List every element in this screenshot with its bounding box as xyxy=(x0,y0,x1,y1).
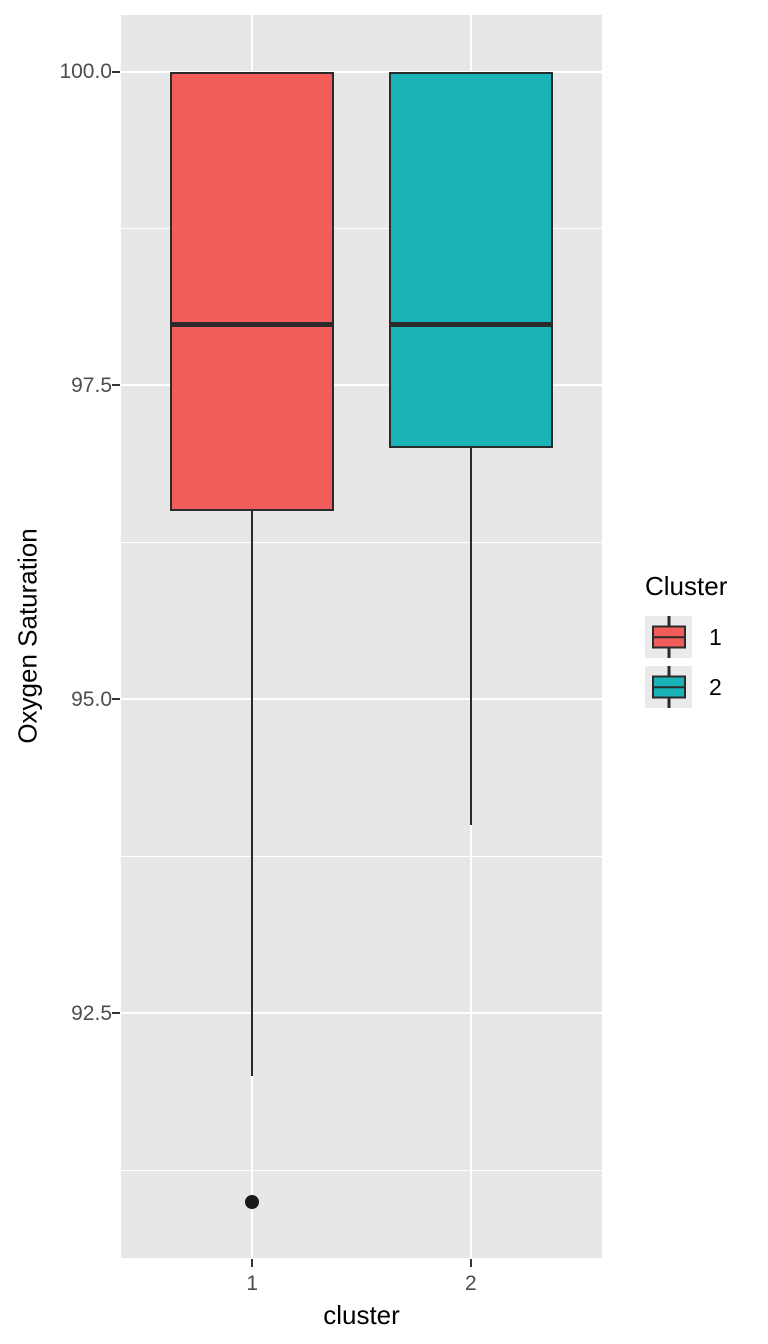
box-cluster-1 xyxy=(170,71,335,511)
legend-key-boxplot-glyph-cluster-1 xyxy=(645,616,692,658)
gridline-major xyxy=(121,70,602,73)
gridline-minor xyxy=(121,541,602,543)
plot-panel xyxy=(121,15,602,1258)
gridline-minor xyxy=(121,227,602,229)
y-axis-tick-label: 97.5 xyxy=(71,373,112,397)
legend-title: Cluster xyxy=(645,571,728,601)
outlier-point-cluster-1 xyxy=(245,1194,260,1209)
gridline-minor xyxy=(121,1169,602,1171)
y-axis-tick xyxy=(112,70,120,73)
legend-key-boxplot-glyph-cluster-2 xyxy=(645,666,692,708)
y-axis-tick xyxy=(112,1012,120,1015)
x-axis-title: cluster xyxy=(323,1300,400,1330)
legend-glyph-median-line xyxy=(653,685,684,689)
y-axis-title: Oxygen Saturation xyxy=(12,528,43,744)
gridline-major xyxy=(121,384,602,387)
x-axis-tick-label: 1 xyxy=(246,1272,259,1295)
legend-label: 1 xyxy=(709,623,722,650)
legend-entry-cluster-2: 2 xyxy=(645,666,727,708)
legend: Cluster 1 2 xyxy=(645,571,727,716)
x-axis-tick xyxy=(251,1259,254,1267)
y-axis-tick-label: 95.0 xyxy=(71,687,112,711)
y-axis-tick-label: 100.0 xyxy=(59,60,112,83)
gridline-minor xyxy=(121,855,602,857)
box-cluster-2 xyxy=(388,71,553,449)
x-axis-tick xyxy=(469,1259,472,1267)
gridline-major xyxy=(121,1012,602,1015)
legend-label: 2 xyxy=(709,673,722,700)
y-axis-tick-label: 92.5 xyxy=(71,1001,112,1025)
legend-glyph-box xyxy=(651,625,686,649)
legend-entry-cluster-1: 1 xyxy=(645,616,727,658)
gridline-major xyxy=(121,698,602,701)
whisker-lower-cluster-1 xyxy=(250,510,254,1076)
median-line-cluster-2 xyxy=(390,322,551,327)
x-axis-tick-label: 2 xyxy=(464,1272,477,1295)
y-axis-tick xyxy=(112,698,120,701)
median-line-cluster-1 xyxy=(172,322,333,327)
y-axis-tick xyxy=(112,384,120,387)
whisker-lower-cluster-2 xyxy=(469,448,473,825)
legend-glyph-median-line xyxy=(653,635,684,639)
legend-glyph-box xyxy=(651,675,686,699)
